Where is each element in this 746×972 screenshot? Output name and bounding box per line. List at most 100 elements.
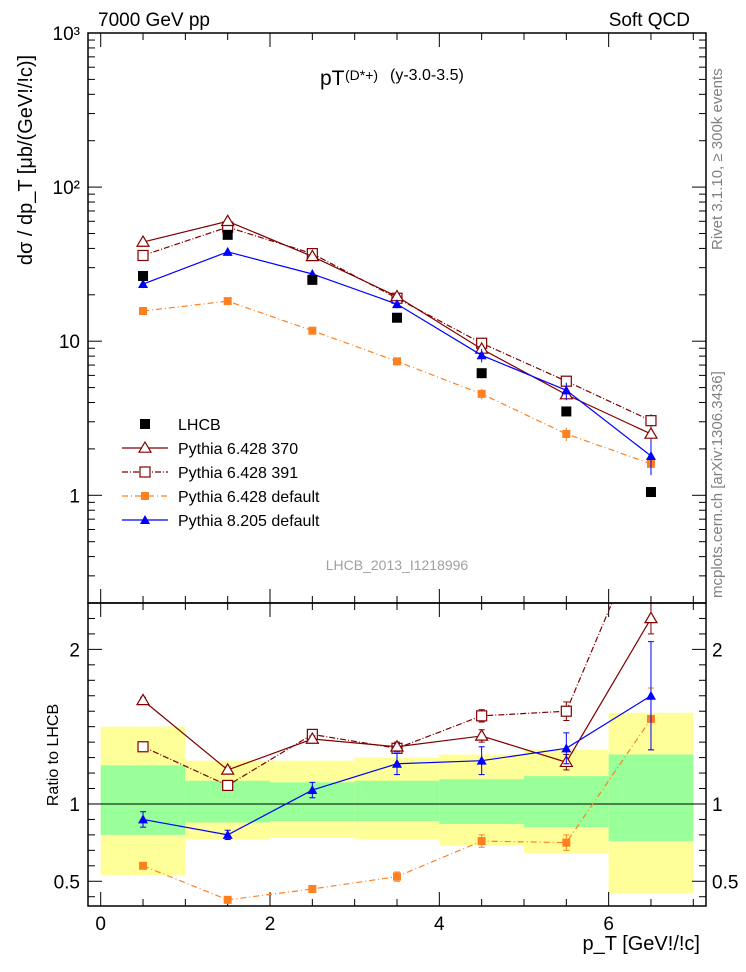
legend: LHCB Pythia 6.428 370 Pythia 6.428 391 Pyth…	[122, 417, 320, 530]
series-line-p370	[142, 220, 652, 435]
energy-label: 7000 GeV pp	[98, 10, 210, 31]
point-pdef	[308, 326, 317, 335]
point-p370	[135, 234, 151, 247]
ratio-y-tick-label-right: 1	[712, 795, 723, 816]
point-data	[138, 270, 149, 281]
legend-marker-data	[140, 419, 150, 429]
ratio-point-pdef	[308, 884, 317, 893]
point-data	[645, 487, 656, 498]
ratio-series-p8	[138, 641, 656, 841]
series-p370	[135, 214, 659, 442]
ratio-point-pdef	[139, 861, 148, 870]
ratio-y-tick-label-right: 0.5	[712, 872, 738, 893]
legend-entry-p8: Pythia 8.205 default	[122, 513, 320, 530]
x-axis-label: p_T [GeV!/!c]	[583, 933, 700, 955]
legend-entry-p391: Pythia 6.428 391	[122, 465, 298, 482]
x-tick-label: 0	[95, 914, 106, 935]
band-stat-6	[608, 754, 694, 842]
point-p8	[138, 279, 149, 289]
point-p8	[645, 450, 656, 460]
ratio-point-p370	[220, 762, 235, 775]
main-y-tick-label: 1	[69, 486, 80, 507]
legend-marker-p8	[140, 515, 150, 524]
legend-entry-data: LHCB	[140, 417, 221, 434]
main-y-tick-label: 10³	[53, 24, 80, 45]
series-line-p391	[142, 226, 652, 422]
rivet-version-label: Rivet 3.1.10, ≥ 300k events	[709, 68, 726, 250]
ratio-point-p8	[392, 758, 402, 768]
series-data	[138, 229, 656, 498]
plot-title-range: (y-3.0-3.5)	[390, 67, 464, 84]
ratio-point-p391	[560, 705, 572, 717]
ratio-point-pdef	[393, 872, 401, 881]
point-pdef	[223, 297, 232, 306]
legend-label-p391: Pythia 6.428 391	[178, 465, 298, 482]
ratio-point-p8	[222, 829, 233, 839]
ratio-point-p370	[389, 739, 405, 752]
ratio-point-pdef	[562, 838, 571, 847]
ratio-y-tick-label-right: 2	[712, 640, 723, 661]
point-data	[392, 312, 402, 323]
legend-entry-pdef: Pythia 6.428 default	[122, 489, 320, 506]
ratio-point-p8	[645, 690, 656, 700]
legend-marker-p370	[137, 440, 153, 453]
analysis-id: LHCB_2013_I1218996	[326, 557, 469, 573]
ratio-y-axis-label: Ratio to LHCB	[45, 704, 62, 806]
ratio-point-p391	[137, 741, 149, 753]
ratio-point-p370	[474, 728, 489, 741]
ratio-y-tick-label-left: 0.5	[54, 872, 80, 893]
point-p8	[561, 385, 572, 395]
plot-title-sub: (D*+)	[345, 67, 378, 83]
ratio-point-p391	[646, 505, 656, 515]
legend-entry-p370: Pythia 6.428 370	[122, 440, 298, 458]
point-pdef	[477, 389, 486, 398]
point-pdef	[139, 307, 148, 316]
ratio-point-p370	[135, 693, 151, 706]
point-data	[222, 229, 233, 240]
series-p391	[137, 221, 657, 428]
ratio-point-p370	[643, 611, 659, 624]
ratio-y-tick-label-left: 1	[69, 795, 80, 816]
point-p8	[476, 350, 487, 360]
main-y-axis-label: dσ / dp_T [μb/(GeV!/!c)]	[15, 55, 37, 265]
process-label: Soft QCD	[609, 10, 690, 31]
main-y-tick-label: 10²	[53, 178, 80, 199]
ratio-series-layer	[135, 505, 659, 904]
main-ticks: 1 10 10² 10³	[53, 24, 706, 604]
x-tick-label: 6	[603, 914, 614, 935]
main-y-tick-label: 10	[59, 332, 80, 353]
legend-marker-pdef	[141, 492, 149, 500]
point-pdef	[562, 429, 571, 438]
x-tick-label: 4	[434, 914, 445, 935]
point-data	[476, 368, 487, 379]
x-tick-label: 2	[265, 914, 276, 935]
point-p8	[222, 246, 233, 256]
ratio-point-pdef	[223, 895, 232, 904]
point-p391	[137, 249, 149, 262]
ratio-y-tick-label-left: 2	[69, 640, 80, 661]
ratio-point-p8	[476, 755, 487, 765]
ratio-point-p391	[476, 710, 488, 722]
legend-label-p370: Pythia 6.428 370	[178, 441, 298, 458]
legend-label-pdef: Pythia 6.428 default	[178, 489, 320, 506]
main-series-layer	[135, 214, 659, 498]
ratio-ticks: 0.5 0.5 1 1 2 2 0 2 4 6	[54, 603, 738, 935]
point-pdef	[393, 357, 401, 366]
point-p370	[643, 426, 659, 439]
ratio-point-p8	[307, 785, 318, 795]
series-line-pdef	[142, 300, 652, 465]
ratio-point-p370	[305, 731, 320, 744]
ratio-frame	[87, 602, 707, 907]
source-label: mcplots.cern.ch [arXiv:1306.3436]	[709, 371, 726, 598]
ratio-point-p8	[138, 814, 149, 824]
point-p391	[645, 415, 657, 427]
band-stat-3	[354, 780, 440, 821]
ratio-series-p370	[135, 603, 659, 775]
point-p8	[392, 299, 402, 309]
ratio-point-pdef	[477, 837, 486, 846]
band-stat-4	[439, 779, 524, 825]
point-p370	[220, 214, 235, 227]
point-data	[307, 274, 318, 285]
plot-title-main: pT	[320, 67, 345, 90]
